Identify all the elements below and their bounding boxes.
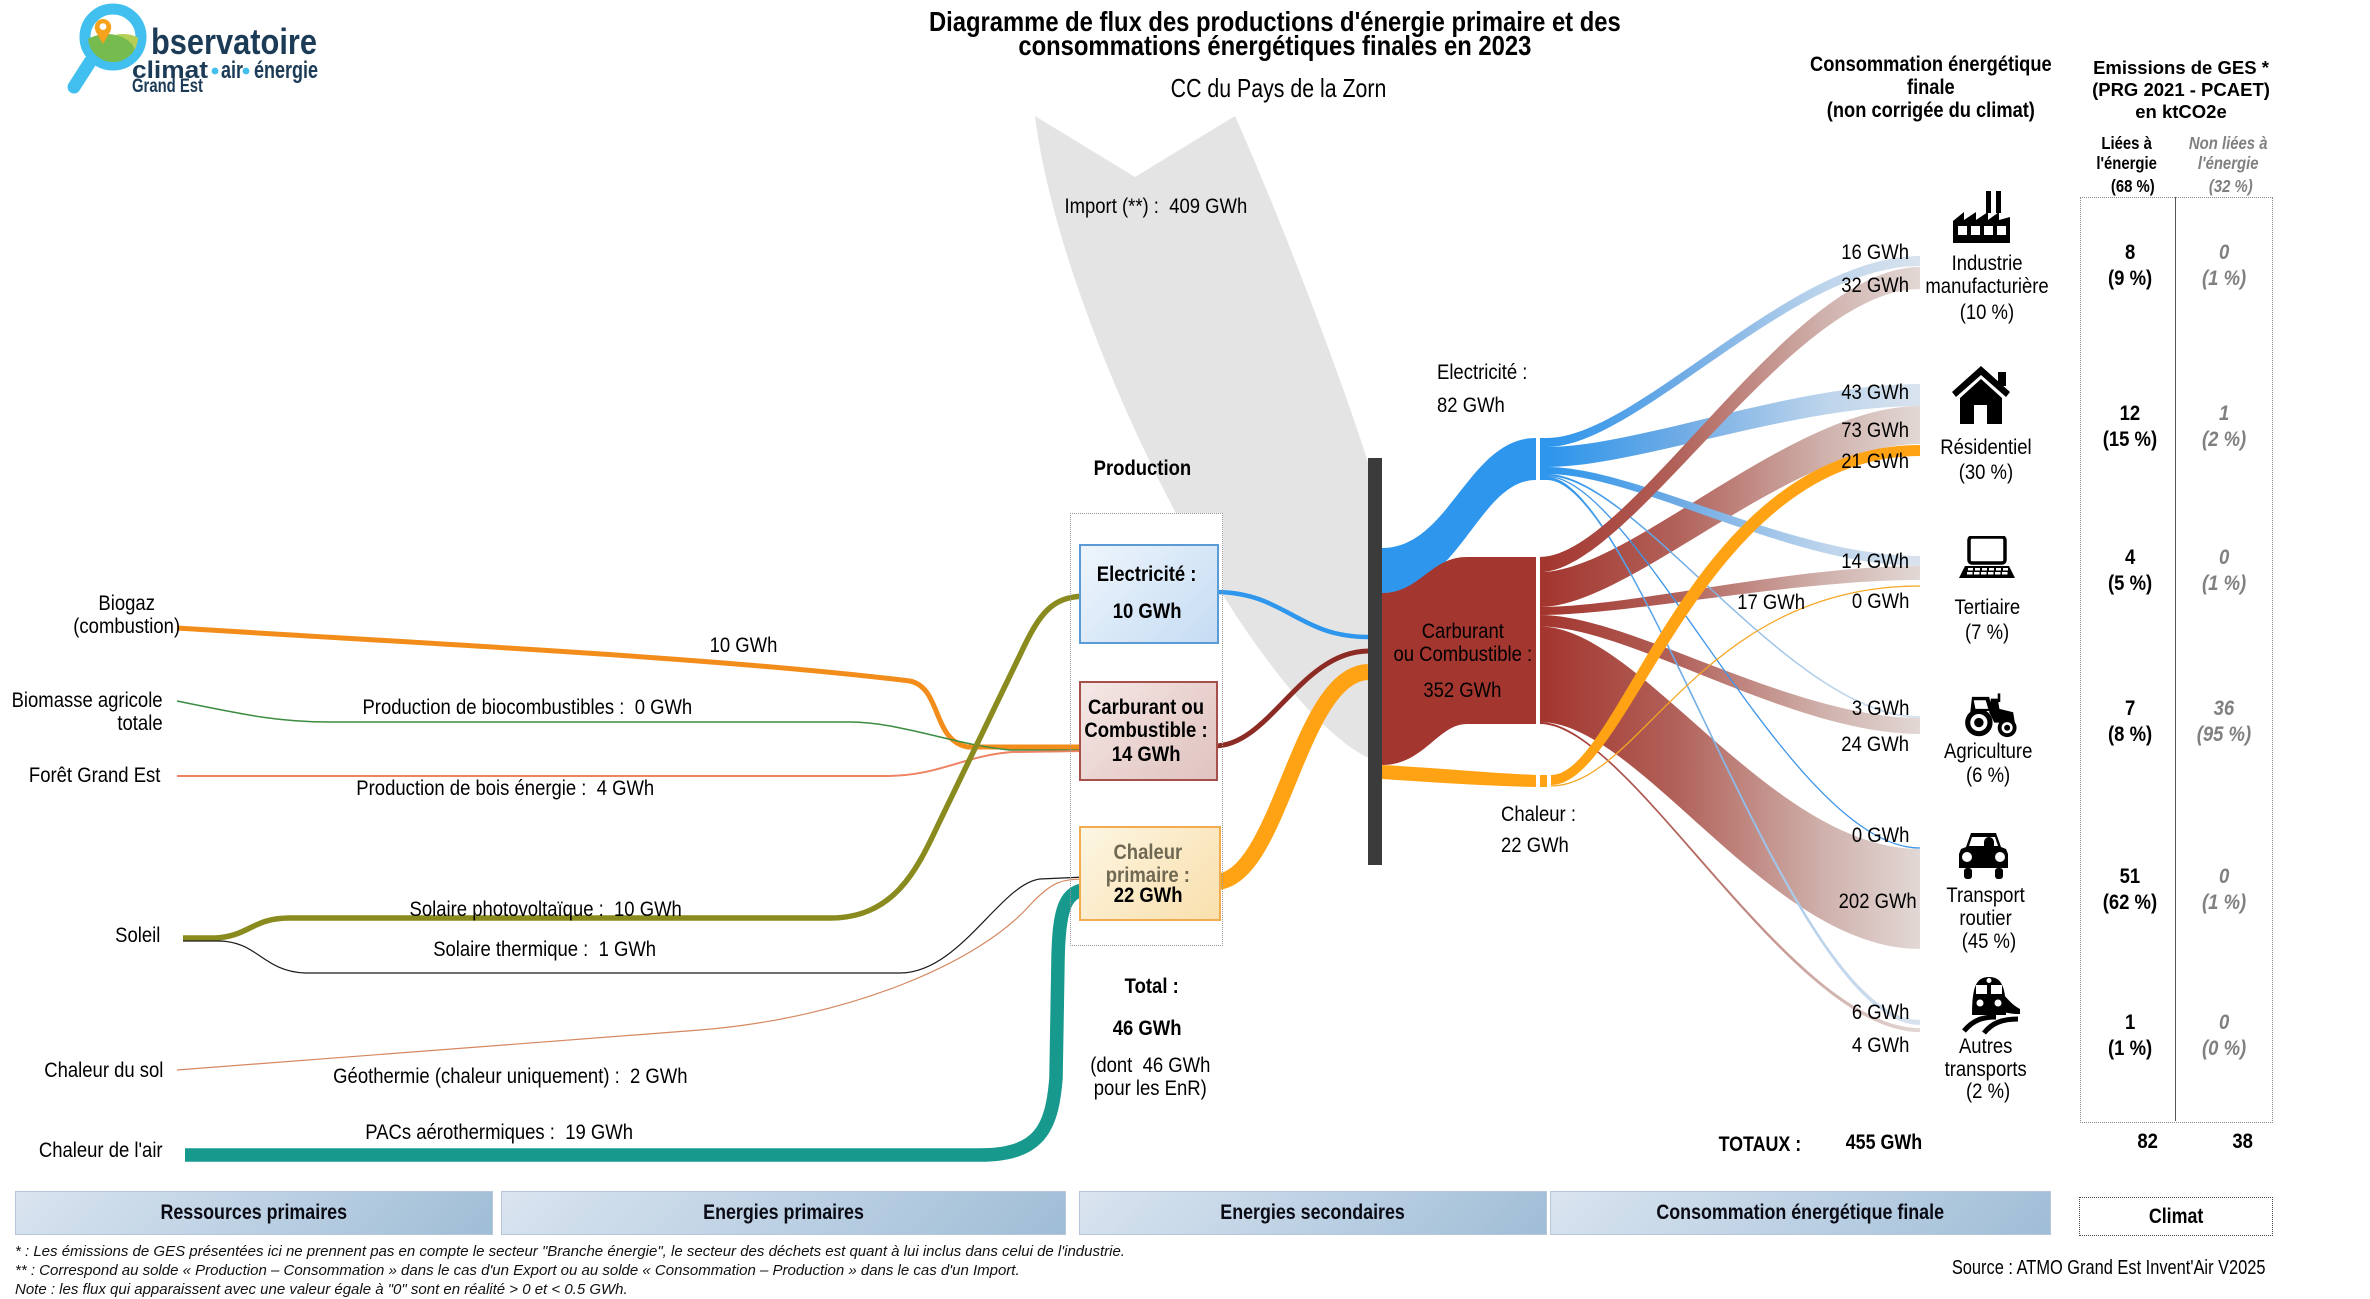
- svg-text:énergie: énergie: [254, 57, 318, 84]
- svg-text:Grand Est: Grand Est: [132, 76, 204, 97]
- svg-text:climat: climat: [132, 57, 208, 84]
- svg-text:air: air: [221, 57, 243, 84]
- svg-text:bservatoire: bservatoire: [151, 21, 317, 62]
